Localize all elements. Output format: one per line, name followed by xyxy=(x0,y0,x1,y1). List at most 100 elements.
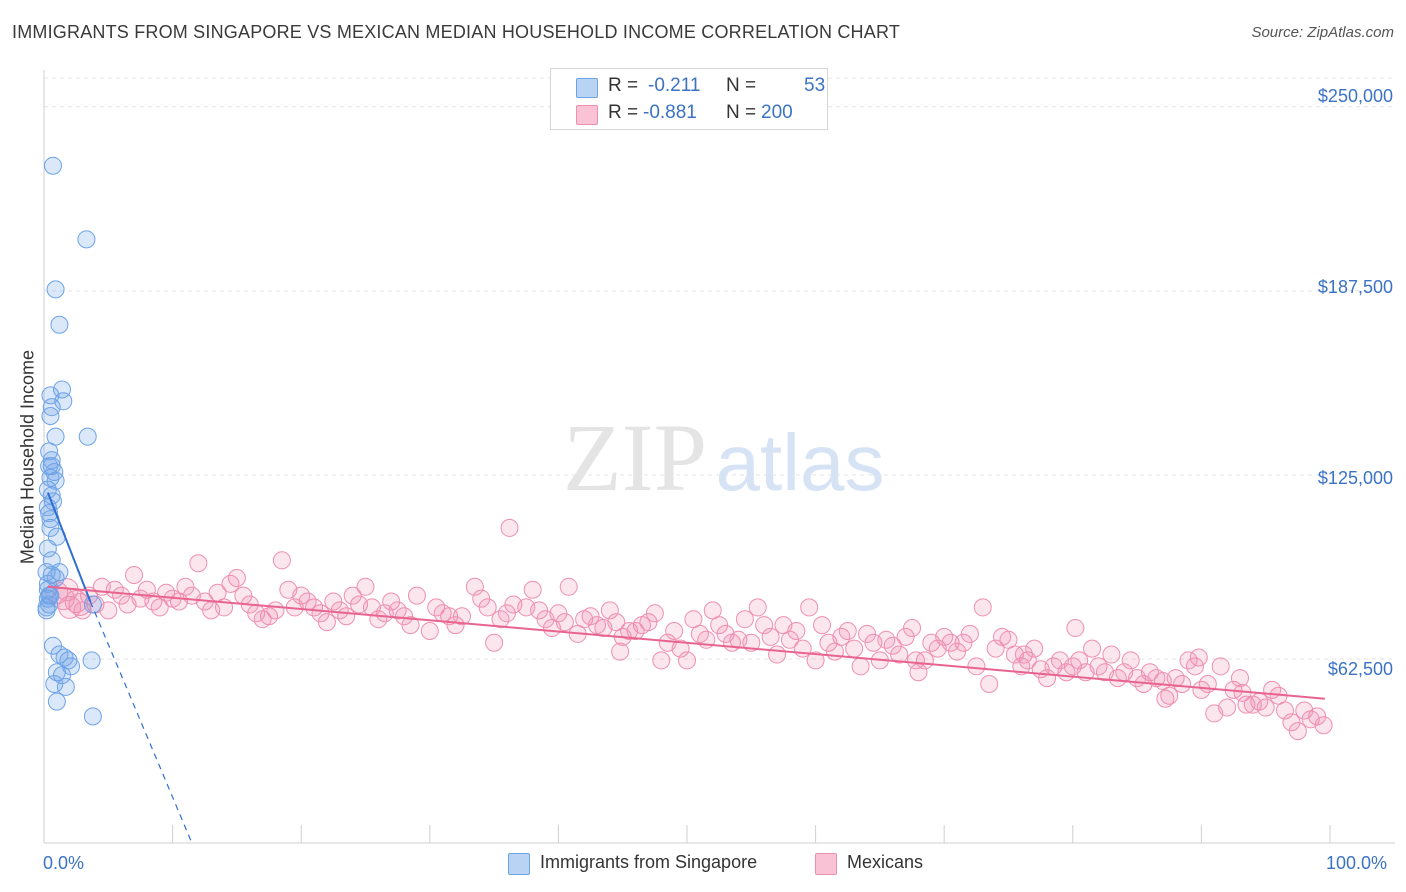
chart-title: IMMIGRANTS FROM SINGAPORE VS MEXICAN MED… xyxy=(12,22,901,42)
singapore-point-51 xyxy=(42,451,61,470)
r-label: R = xyxy=(608,102,639,123)
mexicans-point-83 xyxy=(645,604,664,623)
mexicans-point-35 xyxy=(311,604,330,623)
singapore-point-2 xyxy=(46,280,65,299)
mexicans-point-56 xyxy=(452,607,471,626)
singapore-point-32 xyxy=(82,651,101,670)
mexicans-point-65 xyxy=(523,580,542,599)
singapore-point-48 xyxy=(38,539,57,558)
mexicans-point-201 xyxy=(1066,619,1085,638)
y-tick-125000: $125,000 xyxy=(1317,468,1393,488)
singapore-point-41 xyxy=(83,707,102,726)
blue-swatch xyxy=(576,78,598,98)
mexicans-point-49 xyxy=(401,616,420,635)
y-tick-187500: $187,500 xyxy=(1317,277,1393,297)
mexicans-point-133 xyxy=(967,657,986,676)
mexicans-point-200 xyxy=(1014,645,1033,664)
mexicans-point-100 xyxy=(755,616,774,635)
mexicans-point-151 xyxy=(1083,639,1102,658)
mexicans-point-142 xyxy=(1025,639,1044,658)
mexicans-point-183 xyxy=(1288,722,1307,741)
mexicans-point-199 xyxy=(906,651,925,670)
mexicans-point-93 xyxy=(710,616,729,635)
mexicans-point-37 xyxy=(324,592,343,611)
mexicans-point-174 xyxy=(1230,669,1249,688)
legend-pink-swatch xyxy=(815,853,837,875)
mexicans-point-129 xyxy=(941,633,960,652)
mexicans-point-66 xyxy=(530,601,549,620)
y-tick-62500: $62,500 xyxy=(1327,659,1393,679)
mexicans-point-113 xyxy=(838,621,857,640)
mexicans-point-134 xyxy=(973,598,992,617)
mexicans-point-86 xyxy=(665,621,684,640)
singapore-point-40 xyxy=(47,692,66,711)
r-value-singapore: -0.211 xyxy=(648,75,701,96)
trend-line-0 xyxy=(46,492,92,602)
x-tick-min: 0.0% xyxy=(43,853,85,873)
singapore-point-39 xyxy=(56,677,75,696)
mexicans-point-69 xyxy=(549,604,568,623)
mexicans-point-60 xyxy=(485,633,504,652)
mexicans-point-109 xyxy=(813,616,832,635)
trend-line-extension-0 xyxy=(89,601,193,844)
x-tick-max: 100.0% xyxy=(1326,853,1388,873)
mexicans-point-29 xyxy=(272,551,291,570)
r-value-mexicans: -0.881 xyxy=(643,102,697,123)
source-label: Source: ZipAtlas.com xyxy=(1251,24,1394,41)
singapore-point-3 xyxy=(50,315,69,334)
mexicans-point-171 xyxy=(1211,657,1230,676)
mexicans-point-116 xyxy=(858,624,877,643)
mexicans-point-182 xyxy=(1282,713,1301,732)
mexicans-point-108 xyxy=(806,651,825,670)
mexicans-point-130 xyxy=(948,642,967,661)
mexicans-point-114 xyxy=(845,639,864,658)
singapore-point-47 xyxy=(42,551,61,570)
mexicans-point-97 xyxy=(735,610,754,629)
mexicans-point-178 xyxy=(1256,698,1275,717)
mexicans-point-62 xyxy=(497,604,516,623)
mexicans-point-120 xyxy=(883,636,902,655)
mexicans-point-106 xyxy=(793,639,812,658)
mexicans-point-197 xyxy=(559,577,578,596)
mexicans-points xyxy=(45,518,1333,741)
singapore-point-1 xyxy=(77,230,96,249)
mexicans-point-12 xyxy=(137,580,156,599)
mexicans-point-181 xyxy=(1275,701,1294,720)
singapore-point-6 xyxy=(54,392,73,411)
mexicans-point-131 xyxy=(954,633,973,652)
legend-label-singapore: Immigrants from Singapore xyxy=(540,852,758,872)
mexicans-point-18 xyxy=(189,554,208,573)
singapore-points xyxy=(37,156,102,726)
watermark-atlas: atlas xyxy=(716,418,885,507)
mexicans-point-58 xyxy=(472,589,491,608)
mexicans-point-43 xyxy=(356,577,375,596)
n-label: N = xyxy=(726,102,757,123)
mexicans-point-104 xyxy=(780,630,799,649)
y-axis-title: Median Household Income xyxy=(17,349,38,565)
singapore-point-29 xyxy=(83,595,102,614)
mexicans-point-70 xyxy=(555,613,574,632)
n-value-mexicans: 200 xyxy=(761,102,793,123)
singapore-point-46 xyxy=(37,563,56,582)
mexicans-point-107 xyxy=(800,598,819,617)
mexicans-point-36 xyxy=(317,613,336,632)
mexicans-point-10 xyxy=(125,566,144,585)
stats-row-singapore: R = -0.211 N = 53 xyxy=(551,75,827,101)
singapore-point-9 xyxy=(78,427,97,446)
mexicans-point-88 xyxy=(678,651,696,670)
mexicans-point-198 xyxy=(611,642,630,661)
y-tick-250000: $250,000 xyxy=(1317,86,1393,106)
gridlines xyxy=(44,77,1395,660)
pink-swatch xyxy=(576,105,598,125)
mexicans-point-187 xyxy=(1314,716,1333,735)
mexicans-point-172 xyxy=(1218,698,1237,717)
singapore-point-21 xyxy=(41,518,60,537)
mexicans-point-154 xyxy=(1102,645,1121,664)
mexicans-point-165 xyxy=(1173,674,1192,693)
mexicans-point-59 xyxy=(478,598,497,617)
mexicans-point-196 xyxy=(500,518,519,537)
singapore-point-38 xyxy=(45,674,64,693)
mexicans-point-51 xyxy=(420,621,439,640)
singapore-point-50 xyxy=(41,468,60,487)
